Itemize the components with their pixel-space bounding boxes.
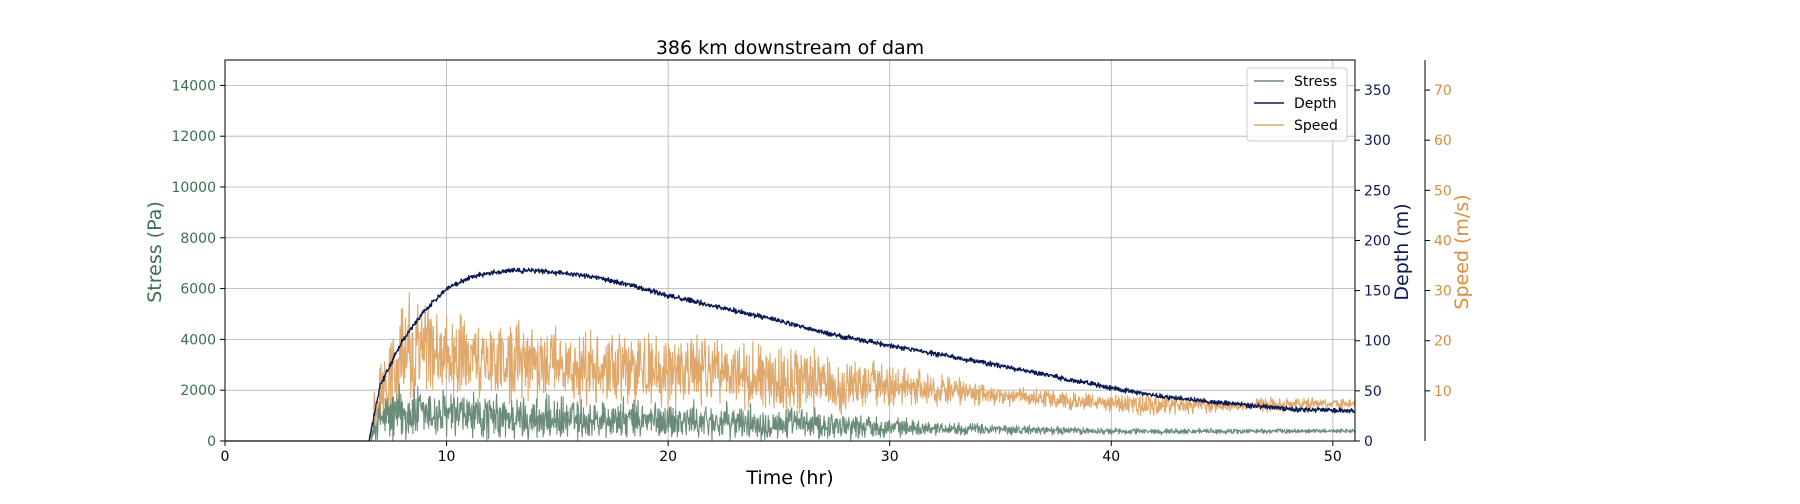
left-tick-label: 10000 <box>171 180 216 196</box>
right1-tick-label: 200 <box>1364 233 1391 249</box>
left-axis-label: Stress (Pa) <box>144 201 166 303</box>
legend-label-depth: Depth <box>1294 96 1337 112</box>
x-tick-label: 20 <box>659 449 677 465</box>
x-ticks: 0 10 20 30 40 50 <box>221 441 1342 465</box>
legend-label-speed: Speed <box>1294 118 1338 134</box>
legend: Stress Depth Speed <box>1246 67 1348 142</box>
right2-axis-label: Speed (m/s) <box>1451 194 1473 309</box>
legend-box <box>1246 67 1348 142</box>
left-tick-label: 0 <box>207 434 216 450</box>
right1-tick-label: 150 <box>1364 284 1391 300</box>
right2-tick-label: 50 <box>1434 183 1452 199</box>
x-tick-label: 50 <box>1324 449 1342 465</box>
chart-title: 386 km downstream of dam <box>656 37 924 59</box>
right2-tick-label: 70 <box>1434 83 1452 99</box>
plot-series <box>224 267 1356 442</box>
right1-axis-label: Depth (m) <box>1391 203 1413 300</box>
right1-tick-label: 350 <box>1364 83 1391 99</box>
right1-tick-label: 0 <box>1364 434 1373 450</box>
x-tick-label: 30 <box>881 449 899 465</box>
left-tick-label: 4000 <box>180 332 216 348</box>
series-line-depth <box>224 267 1356 442</box>
left-tick-label: 6000 <box>180 282 216 298</box>
x-tick-label: 40 <box>1102 449 1120 465</box>
left-ticks: 0 2000 4000 6000 8000 10000 12000 14000 <box>171 78 225 450</box>
right2-ticks: 10 20 30 40 50 60 70 <box>1425 83 1452 400</box>
right1-tick-label: 300 <box>1364 133 1391 149</box>
plot-frame <box>224 59 1356 442</box>
left-tick-label: 12000 <box>171 129 216 145</box>
right1-ticks: 0 50 100 150 200 250 300 350 <box>1355 83 1391 450</box>
left-tick-label: 2000 <box>180 383 216 399</box>
right2-tick-label: 20 <box>1434 334 1452 350</box>
right2-tick-label: 30 <box>1434 284 1452 300</box>
right1-tick-label: 100 <box>1364 334 1391 350</box>
right2-tick-label: 60 <box>1434 133 1452 149</box>
right2-tick-label: 10 <box>1434 384 1452 400</box>
left-tick-label: 8000 <box>180 231 216 247</box>
right2-tick-label: 40 <box>1434 233 1452 249</box>
legend-label-stress: Stress <box>1294 74 1337 90</box>
x-axis-label: Time (hr) <box>745 467 833 489</box>
series-line-speed <box>224 292 1356 442</box>
x-tick-label: 10 <box>438 449 456 465</box>
x-tick-label: 0 <box>221 449 230 465</box>
series-line-stress <box>224 383 1356 442</box>
right1-tick-label: 250 <box>1364 183 1391 199</box>
left-tick-label: 14000 <box>171 78 216 94</box>
right1-tick-label: 50 <box>1364 384 1382 400</box>
